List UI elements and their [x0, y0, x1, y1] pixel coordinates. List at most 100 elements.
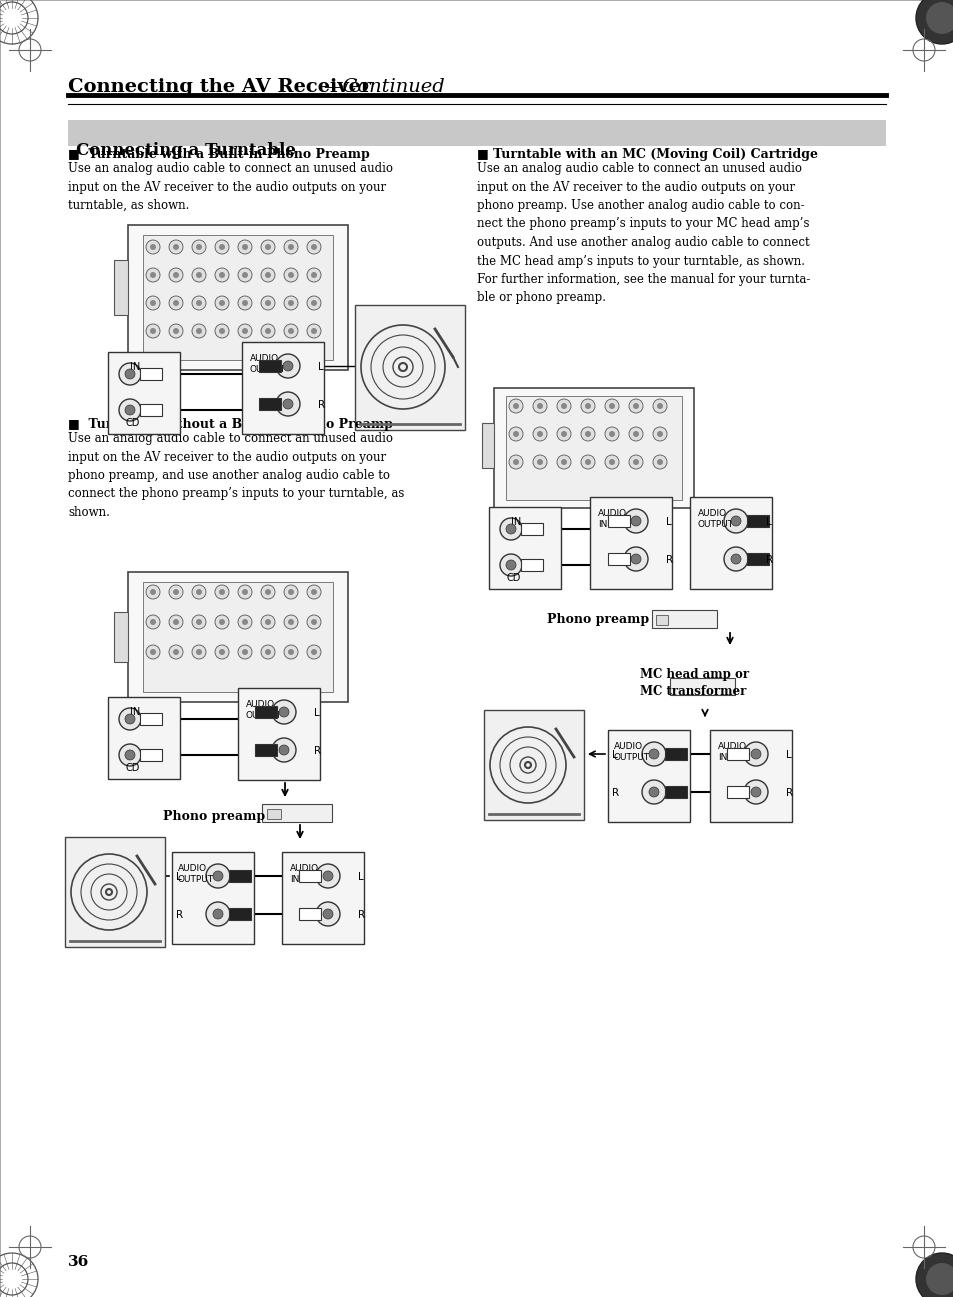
- Bar: [607, 730, 689, 822]
- Text: 36: 36: [68, 1255, 90, 1268]
- Bar: [229, 870, 251, 882]
- Circle shape: [307, 240, 320, 254]
- Circle shape: [272, 700, 295, 724]
- Circle shape: [307, 645, 320, 659]
- Text: Connecting the AV Receiver: Connecting the AV Receiver: [68, 78, 371, 96]
- Bar: [140, 713, 162, 725]
- Circle shape: [172, 244, 179, 250]
- Circle shape: [743, 742, 767, 767]
- Circle shape: [172, 300, 179, 306]
- Circle shape: [311, 648, 316, 655]
- Circle shape: [311, 244, 316, 250]
- Circle shape: [633, 403, 639, 409]
- Circle shape: [219, 328, 225, 335]
- Circle shape: [150, 300, 156, 306]
- Circle shape: [915, 1253, 953, 1297]
- Circle shape: [146, 585, 160, 599]
- Text: ■  Turntable with a Built-in Phono Preamp: ■ Turntable with a Built-in Phono Preamp: [68, 148, 370, 161]
- Circle shape: [557, 399, 571, 412]
- Circle shape: [505, 560, 516, 569]
- Text: R: R: [785, 789, 792, 798]
- Circle shape: [219, 272, 225, 278]
- Text: AUDIO
OUTPUT: AUDIO OUTPUT: [614, 742, 649, 763]
- Circle shape: [323, 872, 333, 881]
- Circle shape: [275, 354, 299, 377]
- Circle shape: [288, 272, 294, 278]
- Bar: [108, 696, 180, 779]
- Circle shape: [288, 648, 294, 655]
- Text: AUDIO
OUTPUT: AUDIO OUTPUT: [250, 354, 286, 375]
- Circle shape: [150, 272, 156, 278]
- Circle shape: [288, 589, 294, 595]
- Circle shape: [630, 516, 640, 527]
- Circle shape: [169, 645, 183, 659]
- Circle shape: [242, 272, 248, 278]
- Circle shape: [513, 459, 518, 466]
- Circle shape: [214, 585, 229, 599]
- Circle shape: [648, 748, 659, 759]
- Bar: [746, 553, 768, 565]
- Circle shape: [307, 324, 320, 339]
- Circle shape: [278, 707, 289, 717]
- Bar: [143, 235, 333, 361]
- Bar: [113, 259, 128, 315]
- Circle shape: [195, 328, 202, 335]
- Circle shape: [237, 585, 252, 599]
- Circle shape: [560, 403, 566, 409]
- Circle shape: [192, 615, 206, 629]
- Text: IN: IN: [130, 362, 140, 372]
- Bar: [607, 553, 629, 565]
- Circle shape: [237, 240, 252, 254]
- Circle shape: [169, 240, 183, 254]
- Circle shape: [723, 508, 747, 533]
- Text: R: R: [314, 746, 321, 756]
- Circle shape: [499, 554, 521, 576]
- Circle shape: [261, 645, 274, 659]
- Circle shape: [560, 459, 566, 466]
- Circle shape: [172, 648, 179, 655]
- Circle shape: [261, 240, 274, 254]
- Circle shape: [214, 268, 229, 281]
- Circle shape: [150, 619, 156, 625]
- Bar: [726, 786, 748, 798]
- Bar: [128, 572, 348, 702]
- Circle shape: [580, 399, 595, 412]
- Text: Phono preamp: Phono preamp: [546, 613, 648, 626]
- Bar: [607, 515, 629, 527]
- Circle shape: [288, 619, 294, 625]
- Circle shape: [623, 508, 647, 533]
- Bar: [65, 837, 165, 947]
- Circle shape: [125, 405, 135, 415]
- Circle shape: [214, 645, 229, 659]
- Circle shape: [265, 272, 271, 278]
- Circle shape: [169, 324, 183, 339]
- Text: IN: IN: [130, 707, 140, 717]
- Circle shape: [628, 427, 642, 441]
- Circle shape: [146, 240, 160, 254]
- Circle shape: [537, 403, 542, 409]
- Circle shape: [730, 554, 740, 564]
- Circle shape: [925, 1263, 953, 1294]
- Circle shape: [608, 431, 615, 437]
- Circle shape: [275, 392, 299, 416]
- Circle shape: [608, 459, 615, 466]
- Circle shape: [213, 909, 223, 920]
- Circle shape: [288, 244, 294, 250]
- Circle shape: [192, 324, 206, 339]
- Circle shape: [657, 431, 662, 437]
- Circle shape: [505, 524, 516, 534]
- Text: R: R: [317, 399, 325, 410]
- Bar: [128, 224, 348, 370]
- Circle shape: [172, 328, 179, 335]
- Bar: [254, 706, 276, 719]
- Bar: [651, 610, 717, 628]
- Circle shape: [261, 296, 274, 310]
- Bar: [254, 744, 276, 756]
- Circle shape: [146, 645, 160, 659]
- Circle shape: [206, 901, 230, 926]
- Circle shape: [214, 324, 229, 339]
- Circle shape: [628, 455, 642, 470]
- Circle shape: [119, 744, 141, 767]
- Circle shape: [213, 872, 223, 881]
- Circle shape: [242, 589, 248, 595]
